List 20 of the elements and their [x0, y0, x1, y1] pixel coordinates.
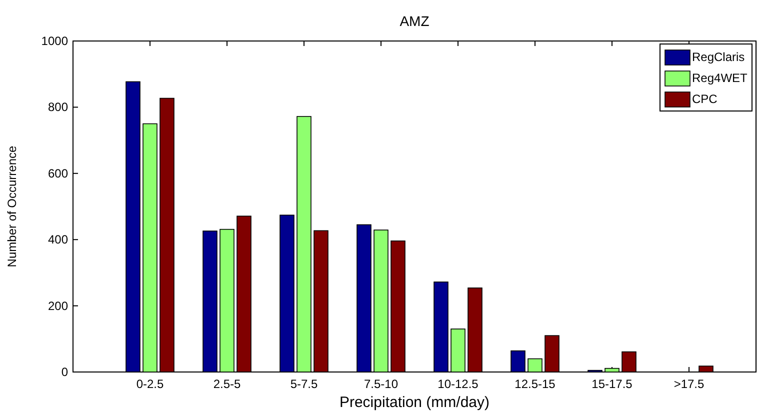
x-tick-label: 0-2.5	[136, 377, 164, 391]
x-tick-label: 12.5-15	[514, 377, 556, 391]
y-tick-label: 0	[61, 365, 68, 379]
y-axis-title: Number of Occurrence	[5, 145, 19, 268]
x-tick-label: 7.5-10	[364, 377, 398, 391]
y-tick-label: 800	[48, 100, 68, 114]
x-tick-label: >17.5	[674, 377, 705, 391]
legend-label: CPC	[692, 92, 718, 106]
y-tick-label: 400	[48, 232, 68, 247]
x-tick-label: 5-7.5	[290, 377, 318, 391]
y-tick-label: 600	[48, 166, 68, 180]
y-tick-label: 200	[48, 298, 68, 313]
chart-title: AMZ	[400, 13, 430, 29]
x-tick-label: 10-12.5	[438, 377, 479, 391]
x-axis-title: Precipitation (mm/day)	[339, 394, 490, 411]
x-tick-label: 15-17.5	[592, 377, 633, 391]
y-tick-label: 1000	[41, 34, 68, 48]
legend-label: Reg4WET	[692, 71, 748, 85]
legend-label: RegClaris	[692, 50, 745, 64]
x-tick-label: 2.5-5	[213, 377, 241, 391]
